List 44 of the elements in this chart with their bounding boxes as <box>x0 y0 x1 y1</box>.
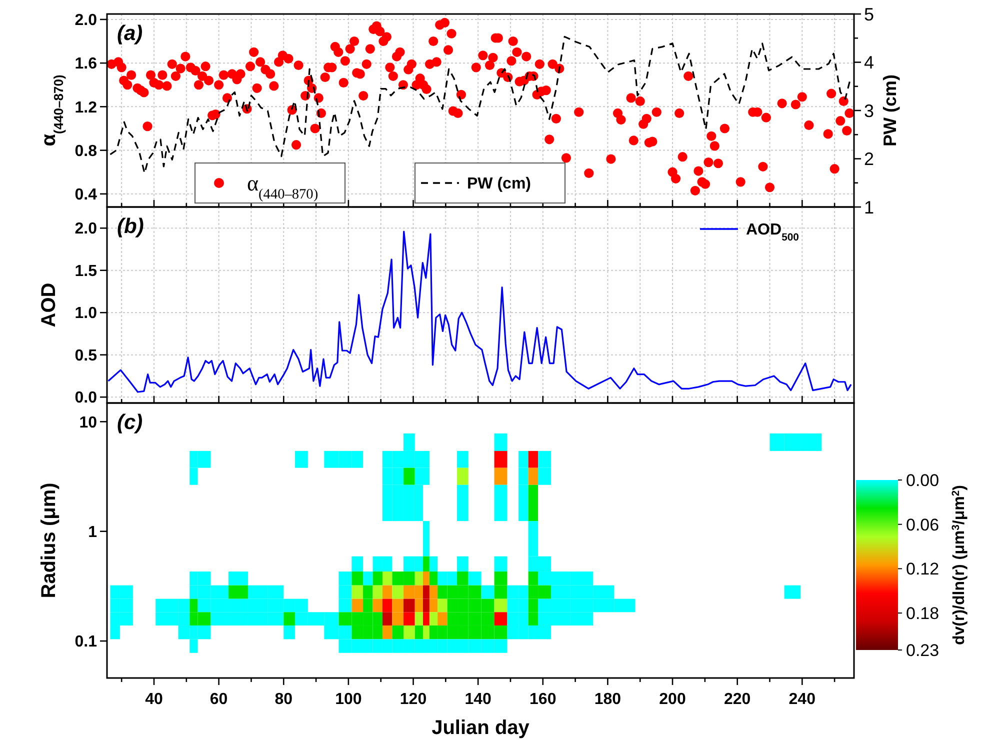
y-tick-label: 1.5 <box>74 262 98 280</box>
y-axis-title: Radius (μm) <box>38 482 60 598</box>
x-tick-label: 220 <box>724 691 751 708</box>
y2-tick-label: 3 <box>864 100 874 121</box>
color-bar-label: 0.06 <box>906 515 940 534</box>
y-tick-label: 0.5 <box>74 347 98 364</box>
annotation: (b) <box>117 215 144 238</box>
legend-label: AOD$_{500}$ <box>746 222 800 244</box>
color-bar-label: 0.18 <box>906 604 940 623</box>
color-bar-label: 0.12 <box>906 560 940 579</box>
y2-tick-label: 4 <box>864 52 874 73</box>
y-tick-label: 1.6 <box>74 56 98 73</box>
y-tick-label: 1.2 <box>74 99 98 116</box>
annotation: (c) <box>117 411 143 434</box>
y-tick-label: 1.0 <box>74 305 98 322</box>
y-tick-label: 0.0 <box>74 390 98 407</box>
x-tick-label: 180 <box>594 691 622 708</box>
y2-tick-label: 1 <box>864 197 874 218</box>
color-bar-label: 0.00 <box>906 470 940 490</box>
y-tick-label: 2.0 <box>74 12 98 30</box>
y-tick-label: 10 <box>79 414 98 432</box>
y2-tick-label: 2 <box>864 149 874 170</box>
y2-axis-title: PW (cm) <box>880 74 900 146</box>
x-tick-label: 160 <box>530 691 556 708</box>
y-axis-title: AOD <box>38 282 60 328</box>
legend-label: α$_{(440–870)}$ <box>247 170 318 203</box>
y-tick-label: 0.1 <box>74 634 98 651</box>
x-tick-label: 80 <box>274 691 293 708</box>
color-bar-label: 0.23 <box>906 640 940 660</box>
x-tick-label: 100 <box>335 691 362 708</box>
x-tick-label: 40 <box>145 691 163 708</box>
x-tick-label: 120 <box>400 691 427 708</box>
y-tick-label: 0.4 <box>74 186 98 204</box>
x-tick-label: 240 <box>788 691 816 708</box>
x-tick-label: 200 <box>659 691 686 708</box>
legend-label: PW (cm) <box>467 176 531 193</box>
y2-tick-label: 5 <box>864 4 874 24</box>
x-axis-title: Julian day <box>432 717 530 739</box>
annotation: (a) <box>117 22 143 45</box>
y-tick-label: 2.0 <box>74 220 98 238</box>
y-tick-label: 1 <box>88 524 98 541</box>
y-tick-label: 0.8 <box>74 142 98 160</box>
x-tick-label: 140 <box>464 691 492 708</box>
x-tick-label: 60 <box>210 691 228 708</box>
